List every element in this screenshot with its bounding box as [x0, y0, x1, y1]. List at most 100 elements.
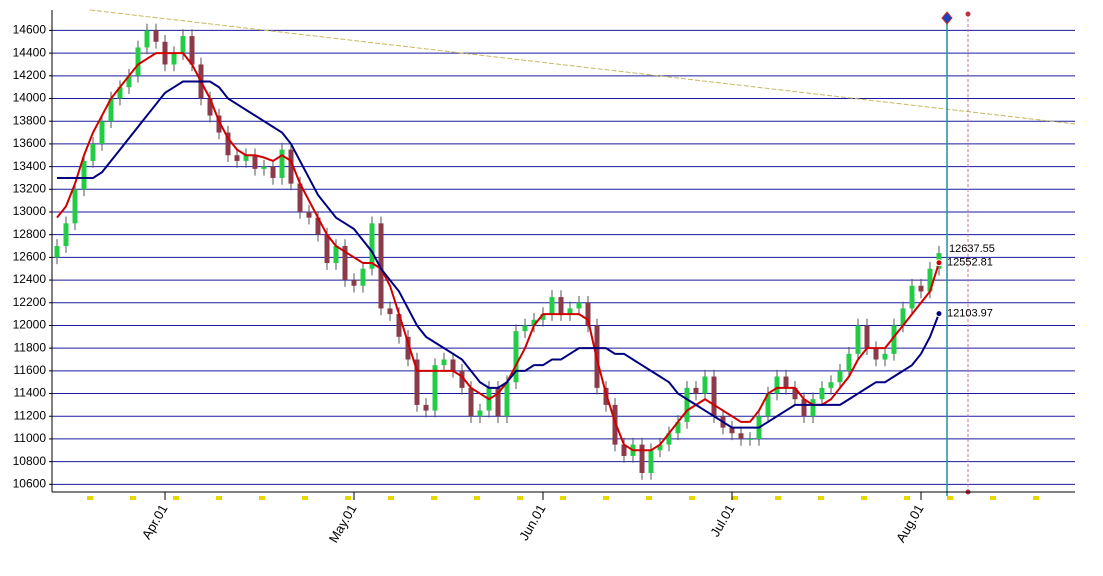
y-tick-label: 12400: [13, 272, 47, 286]
candle-body: [99, 121, 105, 144]
last-value-label: 12552.81: [947, 257, 993, 269]
candle-body: [801, 399, 807, 417]
x-tick-label: Jul.01: [707, 502, 737, 540]
candle-body: [360, 268, 366, 286]
candle-body: [180, 36, 186, 54]
candle-body: [135, 47, 141, 76]
candle-body: [324, 234, 330, 264]
candle-body: [144, 30, 150, 48]
y-tick-label: 11200: [14, 408, 47, 422]
candle-body: [423, 404, 429, 411]
week-marker: [259, 496, 265, 500]
candle-body: [585, 302, 591, 326]
candle-body: [252, 155, 258, 169]
candle-body: [873, 348, 879, 360]
x-tick-label: Jun.01: [516, 502, 549, 543]
candle-body: [549, 297, 555, 315]
week-marker: [775, 496, 781, 500]
candle-body: [846, 353, 852, 371]
candle-body: [450, 359, 456, 371]
week-marker: [216, 496, 222, 500]
moving-average-line: [57, 80, 940, 429]
week-marker: [388, 496, 394, 500]
candle-body: [918, 285, 924, 292]
candle-body: [126, 75, 132, 88]
candle-body: [513, 331, 519, 383]
week-marker: [560, 496, 566, 500]
week-marker: [904, 496, 910, 500]
candle-body: [243, 155, 249, 161]
x-tick-label: Apr.01: [139, 502, 171, 542]
candle-body: [639, 444, 645, 473]
week-marker: [302, 496, 308, 500]
candle-body: [693, 387, 699, 394]
candle-body: [63, 223, 69, 247]
candle-body: [711, 376, 717, 417]
week-marker: [173, 496, 179, 500]
candle-body: [234, 155, 240, 161]
y-tick-label: 12600: [13, 250, 47, 264]
candle-body: [648, 450, 654, 473]
candle-body: [378, 223, 384, 309]
week-marker: [990, 496, 996, 500]
candle-body: [774, 376, 780, 394]
candle-body: [342, 246, 348, 281]
candle-body: [792, 387, 798, 400]
candle-body: [414, 359, 420, 405]
candle-body: [864, 325, 870, 349]
candle-body: [810, 399, 816, 417]
candle-body: [117, 87, 123, 99]
y-tick-label: 14200: [13, 68, 47, 82]
candle-body: [540, 314, 546, 320]
week-marker: [947, 496, 953, 500]
week-marker: [646, 496, 652, 500]
candle-body: [171, 53, 177, 65]
candle-body: [612, 404, 618, 445]
y-tick-label: 13800: [13, 113, 47, 127]
cursor-marker: [941, 11, 953, 25]
candle-body: [882, 353, 888, 360]
candle-body: [90, 143, 96, 161]
y-tick-label: 11000: [14, 431, 47, 445]
candle-body: [531, 319, 537, 326]
y-tick-label: 11600: [14, 363, 47, 377]
candle-body: [522, 325, 528, 332]
last-value-label: 12103.97: [947, 308, 993, 320]
candle-body: [495, 387, 501, 417]
candle-body: [207, 98, 213, 116]
week-marker: [517, 496, 523, 500]
x-tick-label: Aug.01: [893, 502, 927, 545]
candle-body: [441, 359, 447, 366]
candle-body: [72, 189, 78, 224]
candle-body: [729, 427, 735, 434]
candle-body: [927, 268, 933, 292]
candle-body: [468, 387, 474, 417]
candle-body: [657, 444, 663, 451]
candle-body: [297, 183, 303, 212]
y-tick-label: 14400: [13, 45, 47, 59]
y-tick-label: 11400: [14, 386, 47, 400]
candle-body: [189, 36, 195, 65]
y-tick-label: 13000: [13, 204, 47, 218]
candle-body: [333, 246, 339, 264]
week-marker: [689, 496, 695, 500]
y-tick-label: 13200: [13, 181, 47, 195]
week-marker: [130, 496, 136, 500]
last-value-marker: [935, 310, 943, 318]
week-marker: [345, 496, 351, 500]
candle-body: [837, 370, 843, 383]
candle-body: [666, 433, 672, 445]
candle-body: [279, 149, 285, 178]
y-tick-label: 12800: [13, 227, 47, 241]
week-marker: [818, 496, 824, 500]
week-marker: [732, 496, 738, 500]
y-tick-label: 10800: [13, 454, 47, 468]
candle-body: [819, 387, 825, 400]
candle-body: [675, 421, 681, 434]
week-marker: [603, 496, 609, 500]
candle-body: [396, 314, 402, 337]
trend-line: [89, 9, 1076, 125]
candle-body: [783, 376, 789, 388]
candle-body: [477, 410, 483, 417]
